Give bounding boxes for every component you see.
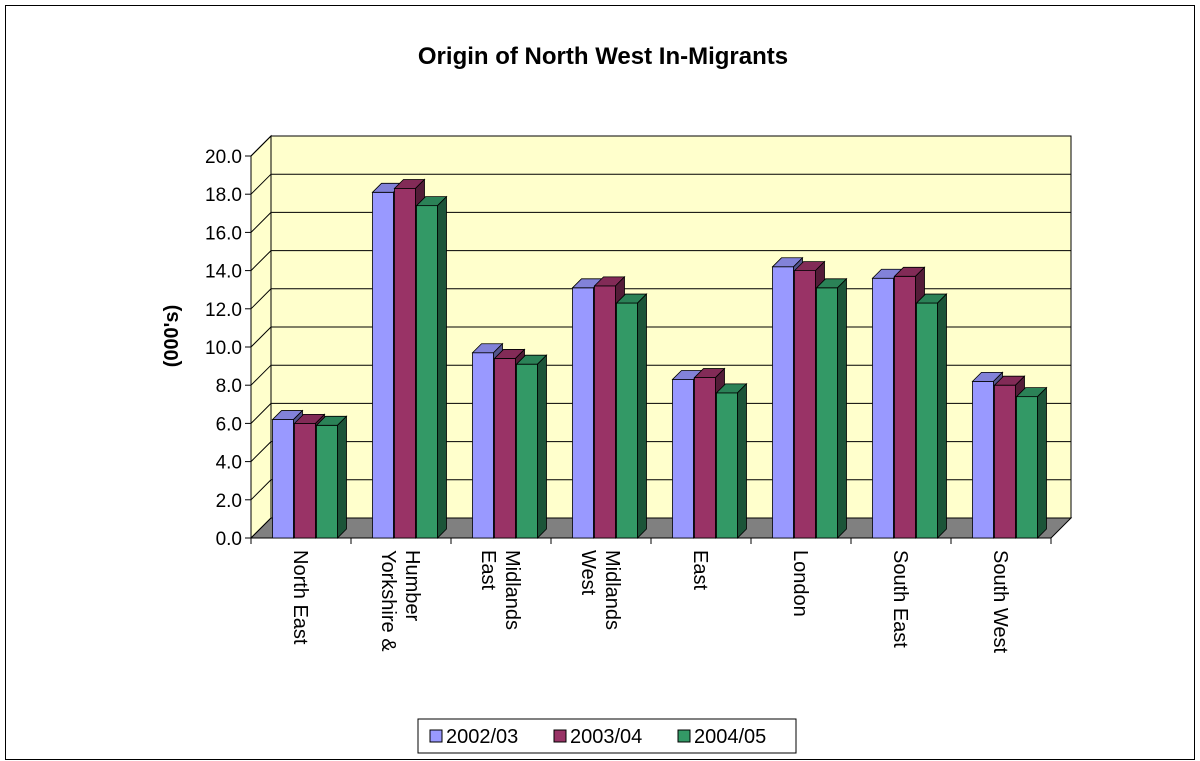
legend-box: [417, 718, 797, 754]
x-tick-label: East Midlands: [477, 550, 523, 630]
x-tick-label-line: Midlands: [501, 550, 523, 630]
y-axis-label: (000's): [161, 305, 183, 368]
bar: [815, 277, 848, 539]
bar-front: [694, 377, 716, 539]
x-tick-label-line: South East: [889, 550, 911, 648]
x-tick-label-line: East: [477, 550, 499, 590]
chart-frame: Origin of North West In-Migrants (000's)…: [5, 5, 1195, 760]
y-tick-label: 0.0: [216, 529, 242, 550]
x-tick-label: South West: [989, 550, 1011, 653]
bar-front: [572, 287, 594, 539]
legend-label: 2002/03: [446, 726, 518, 748]
bar-front: [772, 266, 794, 539]
legend-swatch: [429, 729, 443, 743]
x-tick-label-line: Yorkshire &: [377, 550, 399, 652]
bar-front: [1016, 396, 1038, 539]
bar-side: [537, 354, 547, 539]
x-tick-label: East: [689, 550, 711, 590]
legend-label: 2004/05: [694, 726, 766, 748]
bar-side: [1037, 386, 1047, 539]
y-tick-label: 8.0: [216, 376, 242, 397]
bar-front: [272, 419, 294, 539]
x-tick-label-line: London: [789, 550, 811, 617]
bar-side: [737, 382, 747, 539]
bar-front: [472, 352, 494, 539]
legend-swatch: [677, 729, 691, 743]
y-tick-label: 10.0: [205, 338, 242, 359]
legend-swatch: [553, 729, 567, 743]
bar-front: [916, 302, 938, 539]
bar-front: [416, 205, 438, 539]
bar-front: [994, 384, 1016, 539]
y-tick-label: 20.0: [205, 147, 242, 168]
y-tick-label: 12.0: [205, 300, 242, 321]
y-tick-label: 18.0: [205, 185, 242, 206]
bar: [1015, 386, 1048, 539]
x-tick-label: Yorkshire & Humber: [377, 550, 423, 652]
x-tick-label: West Midlands: [577, 550, 623, 630]
bar-front: [394, 188, 416, 539]
bar-side: [337, 415, 347, 539]
x-tick-label-line: Midlands: [601, 550, 623, 630]
bar-front: [616, 302, 638, 539]
y-tick-label: 2.0: [216, 491, 242, 512]
legend: 2002/03 2003/04 2004/05: [417, 718, 797, 754]
x-tick-label-line: South West: [989, 550, 1011, 653]
y-tick-label: 4.0: [216, 453, 242, 474]
x-tick-label-line: Humber: [401, 550, 423, 621]
x-tick-label: South East: [889, 550, 911, 648]
bar-front: [594, 285, 616, 539]
gridline: [250, 173, 1071, 195]
x-tick-label-line: East: [689, 550, 711, 590]
bar: [515, 354, 548, 539]
bar-front: [972, 380, 994, 539]
bar-front: [316, 424, 338, 539]
gridline: [250, 211, 1071, 233]
bar-side: [837, 277, 847, 539]
bar-front: [872, 277, 894, 539]
x-tick-label-line: North East: [289, 550, 311, 645]
bar-front: [816, 287, 838, 539]
y-tick-label: 16.0: [205, 223, 242, 244]
legend-label: 2003/04: [570, 726, 642, 748]
gridline: [250, 250, 1071, 271]
bar-front: [372, 191, 394, 539]
bar: [615, 293, 648, 539]
bar-front: [516, 363, 538, 539]
plot-area: 0.0 2.0 4.0 6.0 8.0 10.0 12.0 14.0 16.0 18.0 20.0 N…: [205, 134, 1073, 653]
bar-front: [494, 358, 516, 539]
bar: [715, 382, 748, 539]
chart-svg: Origin of North West In-Migrants (000's)…: [161, 43, 1073, 754]
x-tick-label: North East: [289, 550, 311, 645]
bar: [315, 415, 348, 539]
bar-front: [294, 422, 316, 539]
y-tick-label: 14.0: [205, 262, 242, 283]
bar: [915, 293, 948, 539]
bar-side: [437, 195, 447, 539]
bar: [415, 195, 448, 539]
y-tick-label: 6.0: [216, 414, 242, 435]
x-tick-label: London: [789, 550, 811, 617]
bar-side: [637, 293, 647, 539]
bar-front: [894, 275, 916, 539]
bar-front: [716, 392, 738, 539]
bar-front: [794, 270, 816, 539]
chart-title: Origin of North West In-Migrants: [418, 43, 788, 70]
gridline: [250, 135, 1071, 157]
bar-front: [672, 379, 694, 539]
bar-side: [937, 293, 947, 539]
x-tick-label-line: West: [577, 550, 599, 596]
